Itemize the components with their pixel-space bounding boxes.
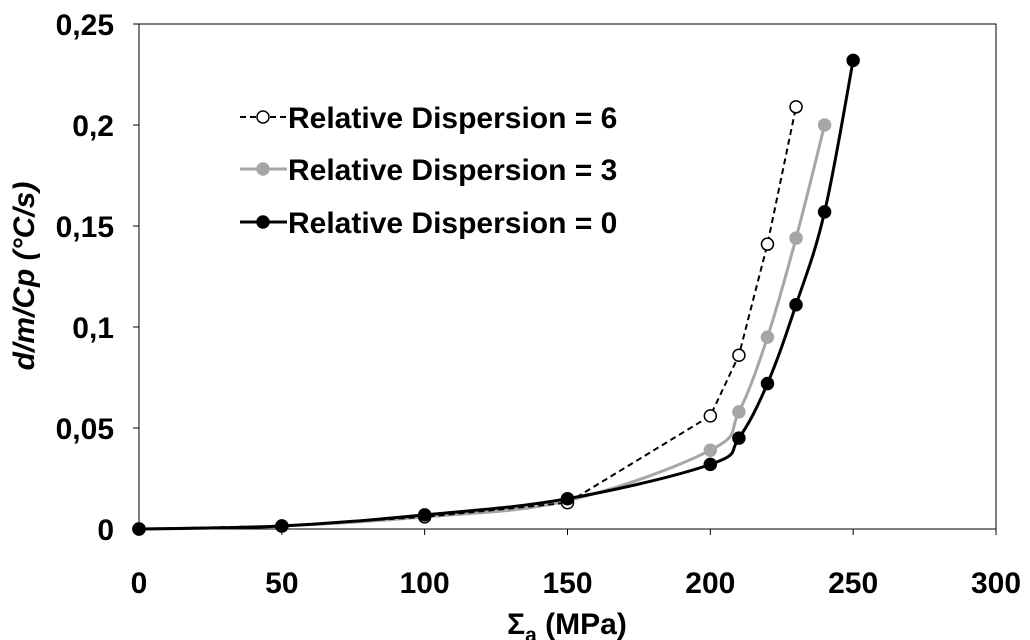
legend-label: Relative Dispersion = 0 xyxy=(288,207,617,240)
x-tick-label: 250 xyxy=(828,567,878,600)
data-point xyxy=(732,405,746,419)
legend: Relative Dispersion = 6 Relative Dispersi… xyxy=(240,102,617,240)
data-point xyxy=(560,491,575,506)
x-axis-title-subscript: a xyxy=(525,624,537,640)
x-tick-label: 50 xyxy=(265,567,298,600)
data-point xyxy=(789,298,803,312)
x-axis-title-symbol: Σ xyxy=(507,608,525,640)
data-point xyxy=(703,443,718,457)
x-axis-title: Σa (MPa) xyxy=(507,608,627,640)
data-point xyxy=(732,348,746,363)
data-point xyxy=(732,431,746,445)
y-tick-label: 0,25 xyxy=(56,9,114,42)
series-3 xyxy=(132,53,860,536)
data-point xyxy=(703,409,718,423)
y-tick-label: 0,15 xyxy=(56,211,114,244)
series-line xyxy=(138,106,798,530)
series-layer xyxy=(132,53,860,536)
y-tick-label: 0,1 xyxy=(72,312,114,345)
data-point xyxy=(703,457,718,472)
x-axis-title-unit: (MPa) xyxy=(537,608,627,640)
data-point xyxy=(760,376,775,391)
legend-item: Relative Dispersion = 0 xyxy=(240,207,617,240)
x-tick-label: 150 xyxy=(542,567,592,600)
data-point xyxy=(789,100,803,114)
y-tick-label: 0,2 xyxy=(72,110,114,143)
legend-swatch-marker xyxy=(256,162,270,176)
data-point xyxy=(417,508,432,522)
data-point xyxy=(846,53,860,68)
data-point xyxy=(789,231,803,245)
legend-label: Relative Dispersion = 3 xyxy=(288,154,617,187)
plot-area xyxy=(138,23,997,530)
y-tick-label: 0 xyxy=(97,514,114,547)
y-tick-label: 0,05 xyxy=(56,413,114,446)
y-axis-ticks: 0 0,05 0,1 0,15 0,2 0,25 xyxy=(56,9,139,547)
legend-swatch-marker xyxy=(256,110,270,124)
x-tick-label: 300 xyxy=(971,567,1021,600)
data-point xyxy=(817,205,832,219)
data-point xyxy=(760,330,775,344)
data-point xyxy=(817,118,832,132)
legend-label: Relative Dispersion = 6 xyxy=(288,102,617,135)
x-tick-label: 100 xyxy=(400,567,450,600)
legend-item: Relative Dispersion = 3 xyxy=(240,154,617,187)
x-axis-ticks: 0 50 100 150 200 250 300 xyxy=(131,529,1021,600)
y-axis-title: d/m/Cp (°C/s) xyxy=(8,182,41,371)
legend-item: Relative Dispersion = 6 xyxy=(240,102,617,135)
x-tick-label: 0 xyxy=(131,567,148,600)
data-point xyxy=(760,237,775,251)
x-tick-label: 200 xyxy=(685,567,735,600)
legend-swatch-marker xyxy=(256,215,270,229)
